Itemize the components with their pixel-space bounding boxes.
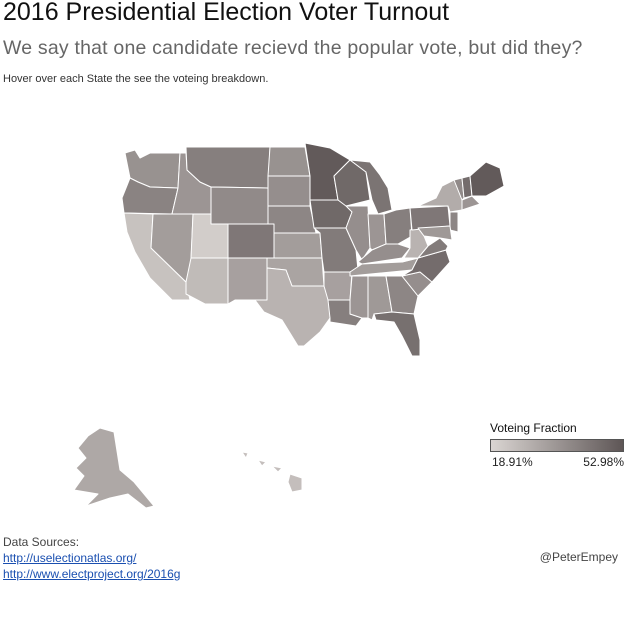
page-title: 2016 Presidential Election Voter Turnout bbox=[3, 0, 450, 26]
state-az[interactable] bbox=[185, 257, 229, 305]
hover-hint: Hover over each State the see the votein… bbox=[3, 73, 269, 85]
legend-min-label: 18.91% bbox=[492, 455, 533, 469]
state-oh[interactable] bbox=[383, 207, 413, 245]
legend-ticks: 18.91% 52.98% bbox=[490, 455, 628, 471]
state-in[interactable] bbox=[367, 213, 387, 251]
state-nm[interactable] bbox=[227, 257, 268, 305]
state-wy[interactable] bbox=[210, 186, 269, 225]
state-sd[interactable] bbox=[267, 175, 311, 207]
data-sources: Data Sources: http://uselectionatlas.org… bbox=[3, 534, 180, 582]
state-ak[interactable] bbox=[73, 427, 155, 509]
author-credit: @PeterEmpey bbox=[539, 550, 618, 564]
color-legend: Voteing Fraction 18.91% 52.98% bbox=[490, 421, 628, 471]
state-ms[interactable] bbox=[349, 275, 369, 319]
us-choropleth-map bbox=[73, 142, 505, 509]
state-ks[interactable] bbox=[273, 232, 323, 259]
state-mi[interactable] bbox=[349, 159, 393, 215]
state-nc[interactable] bbox=[401, 249, 451, 283]
state-fl[interactable] bbox=[373, 311, 421, 357]
state-ar[interactable] bbox=[323, 271, 353, 301]
data-sources-label: Data Sources: bbox=[3, 535, 80, 549]
page-subtitle: We say that one candidate recievd the po… bbox=[3, 37, 583, 59]
legend-title: Voteing Fraction bbox=[490, 421, 577, 435]
state-ky[interactable] bbox=[357, 243, 411, 265]
state-ma[interactable] bbox=[461, 195, 481, 211]
state-il[interactable] bbox=[345, 205, 371, 261]
state-nj[interactable] bbox=[449, 211, 459, 233]
state-ga[interactable] bbox=[385, 275, 419, 315]
source-link-uselectionatlas[interactable]: http://uselectionatlas.org/ bbox=[3, 551, 137, 565]
state-tx[interactable] bbox=[254, 267, 331, 347]
state-ne[interactable] bbox=[267, 205, 317, 234]
legend-gradient-bar bbox=[490, 439, 624, 452]
state-co[interactable] bbox=[227, 223, 275, 259]
source-link-electproject[interactable]: http://www.electproject.org/2016g bbox=[3, 567, 181, 581]
legend-max-label: 52.98% bbox=[583, 455, 624, 469]
state-md[interactable] bbox=[417, 225, 453, 241]
state-me[interactable] bbox=[469, 161, 505, 197]
state-hi[interactable] bbox=[241, 451, 303, 493]
state-nd[interactable] bbox=[267, 146, 311, 177]
